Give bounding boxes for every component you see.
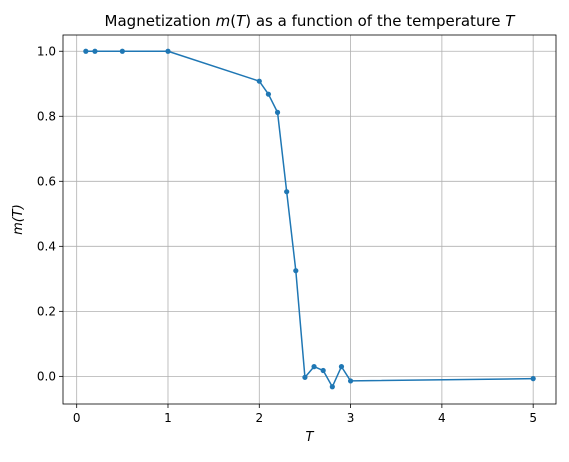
chart-title-part: Magnetization	[105, 12, 216, 30]
data-point	[302, 374, 308, 380]
data-point	[284, 189, 290, 195]
data-point	[165, 48, 171, 54]
x-tick-label: 4	[438, 411, 446, 425]
x-tick-label: 5	[529, 411, 537, 425]
y-tick-label: 1.0	[37, 44, 56, 58]
ticks-layer: 0 1 2 3 4 5 0.0 0.2 0.4 0.6 0.8 1.0	[37, 44, 537, 425]
data-point	[320, 367, 326, 374]
chart-title-part: ) as a function of the temperature	[245, 12, 505, 30]
data-point	[92, 48, 98, 54]
x-axis-label: T	[306, 430, 315, 445]
chart-title: Magnetization m(T) as a function of the …	[105, 12, 517, 30]
data-point	[347, 378, 354, 384]
data-point	[256, 78, 262, 84]
data-point	[119, 48, 125, 54]
data-point	[311, 364, 317, 370]
y-tick-label: 0.2	[37, 304, 56, 318]
data-point	[265, 91, 272, 97]
chart-title-part: T	[505, 12, 516, 30]
data-point	[338, 364, 345, 370]
x-tick-label: 2	[255, 411, 263, 425]
x-tick-label: 3	[347, 411, 355, 425]
series-layer	[83, 48, 536, 390]
data-point	[293, 268, 299, 274]
y-tick-label: 0.6	[37, 174, 56, 188]
x-tick-label: 1	[164, 411, 172, 425]
chart-title-part: T	[236, 12, 247, 30]
chart-title-part: (	[230, 12, 236, 30]
grid-layer	[63, 35, 556, 404]
data-point	[329, 384, 335, 390]
y-axis-label: m(T)	[11, 204, 26, 235]
x-tick-label: 0	[73, 411, 81, 425]
chart-title-part: m	[216, 12, 231, 30]
y-tick-label: 0.0	[37, 369, 56, 383]
data-point	[274, 109, 281, 115]
y-tick-label: 0.4	[37, 239, 56, 253]
data-point	[83, 48, 89, 54]
data-point	[530, 376, 536, 382]
series-line	[85, 50, 534, 388]
plot-frame	[62, 34, 557, 405]
y-tick-label: 0.8	[37, 109, 56, 123]
